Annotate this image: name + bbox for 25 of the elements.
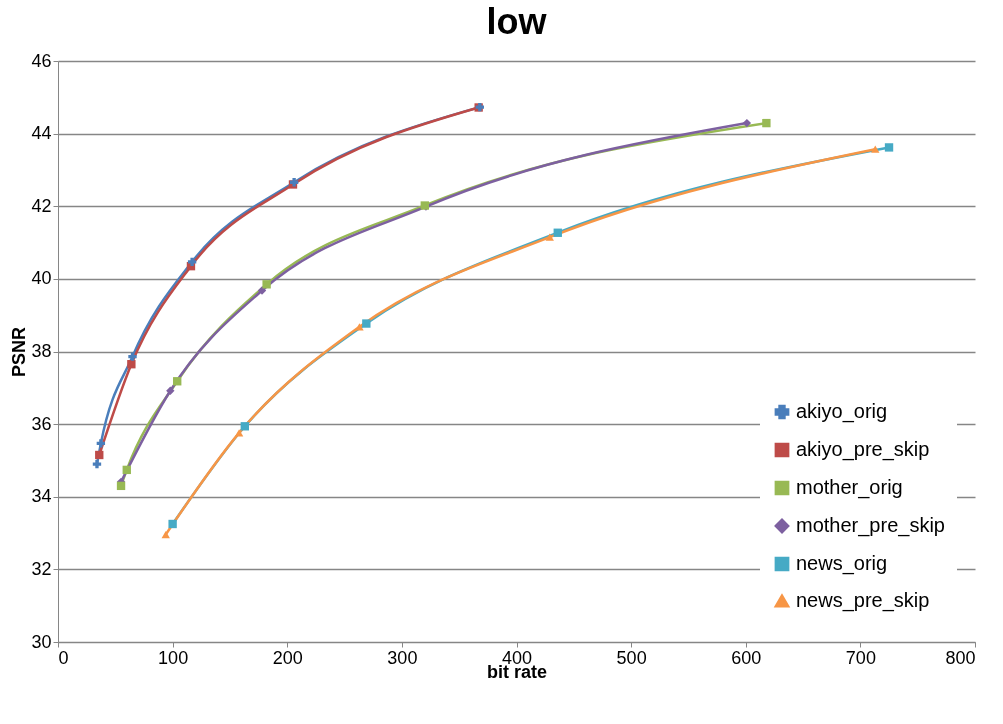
- legend-label: akiyo_orig: [796, 400, 888, 423]
- x-tick-label: 300: [387, 647, 418, 668]
- y-tick-label: 36: [31, 413, 52, 434]
- x-tick-label: 700: [845, 647, 876, 668]
- y-tick-label: 42: [31, 195, 52, 216]
- x-tick-label: 0: [58, 647, 69, 668]
- x-tick-label: 600: [731, 647, 762, 668]
- x-tick-label: 800: [945, 647, 976, 668]
- legend-label: mother_orig: [796, 476, 903, 499]
- y-axis-title: PSNR: [9, 326, 30, 378]
- legend-label: mother_pre_skip: [796, 514, 945, 537]
- x-tick-label: 200: [272, 647, 303, 668]
- y-tick-label: 38: [31, 341, 52, 361]
- y-tick-label: 34: [31, 486, 52, 507]
- y-tick-label: 32: [31, 558, 52, 579]
- x-tick-label: 500: [616, 647, 647, 668]
- y-tick-label: 46: [31, 50, 52, 71]
- x-tick-label: 100: [158, 647, 189, 668]
- legend-label: news_pre_skip: [796, 589, 930, 612]
- y-tick-label: 30: [31, 631, 52, 652]
- chart-title: low: [486, 1, 548, 42]
- legend-label: akiyo_pre_skip: [796, 438, 930, 461]
- y-tick-label: 44: [31, 123, 52, 144]
- legend-label: news_orig: [796, 552, 888, 575]
- y-tick-label: 40: [31, 268, 52, 289]
